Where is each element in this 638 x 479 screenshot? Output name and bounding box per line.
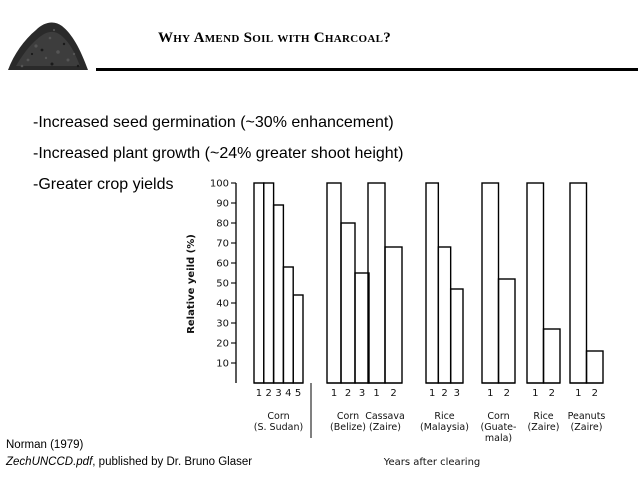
year-label: 2 — [549, 388, 555, 399]
bar — [272, 204, 285, 384]
group-crop-label: Cassava — [365, 411, 405, 422]
group-location-label: (Zaire) — [528, 422, 560, 433]
group-crop-label: Corn — [267, 411, 289, 422]
year-label: 3 — [454, 388, 460, 399]
year-label: 1 — [373, 388, 379, 399]
year-label: 2 — [390, 388, 396, 399]
bullet-germination: -Increased seed germination (~30% enhanc… — [33, 114, 394, 131]
slide-title: Why Amend Soil with Charcoal? — [158, 30, 392, 46]
group-location-label: (Malaysia) — [420, 422, 469, 433]
x-axis-label: Years after clearing — [383, 457, 481, 468]
group-crop-label: Corn — [487, 411, 509, 422]
y-tick-label: 40 — [216, 299, 229, 310]
year-label: 2 — [345, 388, 351, 399]
group-location-label: (Belize) — [330, 422, 366, 433]
year-label: 2 — [592, 388, 598, 399]
year-label: 1 — [575, 388, 581, 399]
citation: Norman (1979) ZechUNCCD.pdf, published b… — [6, 437, 252, 471]
bar — [481, 182, 500, 384]
bar — [569, 182, 588, 384]
bullet-crop-yields: -Greater crop yields — [33, 176, 174, 193]
year-label: 1 — [429, 388, 435, 399]
bar — [542, 328, 561, 384]
group-location-label: (Guate- — [481, 422, 517, 433]
bar — [340, 222, 356, 384]
y-tick-label: 100 — [210, 179, 229, 190]
group-location-label: (Zaire) — [369, 422, 401, 433]
title-divider — [96, 68, 638, 71]
bar — [425, 182, 440, 384]
year-label: 1 — [532, 388, 538, 399]
year-label: 2 — [441, 388, 447, 399]
citation-source: ZechUNCCD.pdf, published by Dr. Bruno Gl… — [6, 454, 252, 471]
y-tick-label: 30 — [216, 319, 229, 330]
y-tick-label: 20 — [216, 339, 229, 350]
bar — [526, 182, 545, 384]
bar — [449, 288, 464, 384]
group-location-label: mala) — [485, 433, 512, 444]
y-tick-label: 10 — [216, 359, 229, 370]
y-tick-label: 50 — [216, 279, 229, 290]
bar — [354, 272, 370, 384]
group-crop-label: Peanuts — [568, 411, 606, 422]
y-tick-label: 70 — [216, 239, 229, 250]
bar — [326, 182, 342, 384]
year-label: 2 — [504, 388, 510, 399]
bullet-plant-growth: -Increased plant growth (~24% greater sh… — [33, 145, 404, 162]
group-crop-label: Rice — [434, 411, 454, 422]
bar — [367, 182, 386, 384]
relative-yield-chart: 10 20 30 40 50 60 70 80 90 100 Relative yeild (%) 1… — [186, 179, 606, 469]
y-tick-label: 90 — [216, 199, 229, 210]
year-label: 1 — [487, 388, 493, 399]
y-tick-label: 80 — [216, 219, 229, 230]
year-label: 3 — [275, 388, 281, 399]
bar — [253, 182, 265, 384]
bar — [292, 294, 304, 384]
year-label: 3 — [359, 388, 365, 399]
bar — [282, 266, 294, 384]
year-label: 1 — [256, 388, 262, 399]
year-label: 2 — [266, 388, 272, 399]
year-label: 1 — [331, 388, 337, 399]
y-tick-label: 60 — [216, 259, 229, 270]
bar — [497, 278, 516, 384]
bar — [437, 246, 452, 384]
group-location-label: (Zaire) — [571, 422, 603, 433]
year-label: 5 — [295, 388, 301, 399]
citation-author: Norman (1979) — [6, 439, 84, 451]
bar — [585, 350, 604, 384]
bar — [384, 246, 403, 384]
group-crop-label: Corn — [337, 411, 359, 422]
group-location-label: (S. Sudan) — [254, 422, 303, 433]
citation-publisher: , published by Dr. Bruno Glaser — [92, 456, 253, 468]
group-crop-label: Rice — [533, 411, 553, 422]
citation-file: ZechUNCCD.pdf — [6, 456, 93, 468]
y-axis-label: Relative yeild (%) — [186, 234, 197, 334]
bar — [263, 182, 275, 384]
year-label: 4 — [285, 388, 291, 399]
soil-pile-image — [8, 22, 88, 70]
